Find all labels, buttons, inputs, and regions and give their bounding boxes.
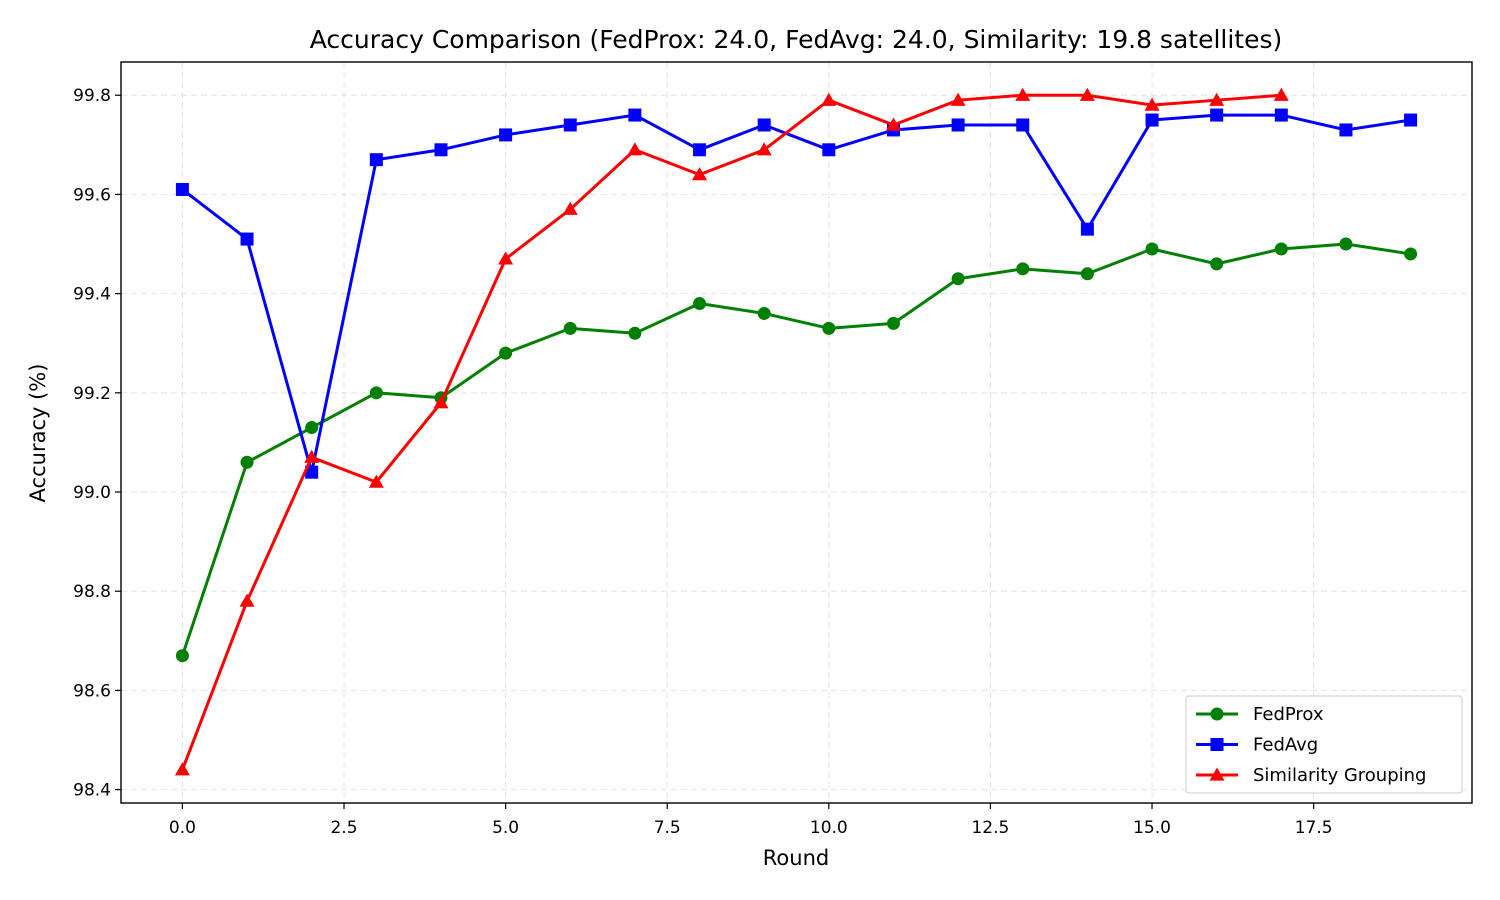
y-tick-label: 99.8 bbox=[73, 86, 111, 106]
data-point bbox=[950, 92, 966, 106]
data-point bbox=[1339, 237, 1353, 251]
data-point bbox=[499, 346, 513, 360]
data-point bbox=[240, 455, 254, 469]
data-point bbox=[239, 593, 255, 607]
axis-ticks: 0.0 2.5 5.0 7.5 10.0 12.5 15.0 17.5 98.4 98.6 98.8… bbox=[73, 86, 1332, 838]
data-point bbox=[1273, 87, 1289, 101]
y-tick-label: 99.4 bbox=[73, 285, 111, 305]
data-point bbox=[951, 118, 965, 132]
y-axis-label: Accuracy (%) bbox=[26, 364, 50, 503]
data-point bbox=[886, 316, 900, 330]
data-point bbox=[1145, 242, 1159, 256]
data-point bbox=[693, 143, 707, 157]
legend-marker bbox=[1209, 767, 1225, 781]
legend-marker bbox=[1210, 738, 1224, 751]
data-point bbox=[885, 117, 901, 131]
data-point bbox=[1404, 113, 1418, 127]
legend-label: Similarity Grouping bbox=[1253, 765, 1426, 786]
data-point bbox=[693, 297, 707, 311]
data-point bbox=[434, 143, 448, 157]
data-point bbox=[822, 143, 836, 157]
x-tick-label: 15.0 bbox=[1133, 818, 1171, 838]
legend-item: FedAvg bbox=[1196, 735, 1318, 756]
y-tick-label: 98.4 bbox=[73, 781, 111, 801]
data-point bbox=[951, 272, 965, 286]
data-point bbox=[433, 395, 449, 409]
data-point bbox=[562, 201, 578, 215]
y-tick-label: 98.8 bbox=[73, 582, 111, 602]
data-point bbox=[369, 153, 383, 167]
x-tick-label: 7.5 bbox=[654, 818, 681, 838]
legend-label: FedAvg bbox=[1253, 735, 1318, 756]
data-point bbox=[757, 118, 771, 132]
legend: FedProx FedAvg Similarity Grouping bbox=[1185, 695, 1463, 794]
legend-item: FedProx bbox=[1196, 704, 1324, 725]
x-tick-label: 10.0 bbox=[810, 818, 848, 838]
data-point bbox=[1016, 118, 1030, 132]
data-point bbox=[822, 321, 836, 335]
x-tick-label: 12.5 bbox=[971, 818, 1009, 838]
data-point bbox=[628, 326, 642, 340]
y-tick-label: 98.6 bbox=[73, 681, 111, 701]
legend-marker bbox=[1210, 707, 1224, 721]
data-point bbox=[305, 421, 319, 435]
data-point bbox=[175, 182, 189, 196]
data-point bbox=[1016, 262, 1030, 276]
data-point bbox=[369, 386, 383, 400]
data-point bbox=[1339, 123, 1353, 137]
data-point bbox=[563, 321, 577, 335]
x-tick-label: 5.0 bbox=[492, 818, 519, 838]
x-tick-label: 2.5 bbox=[330, 818, 357, 838]
data-point bbox=[1274, 108, 1288, 122]
legend-box bbox=[1185, 695, 1463, 794]
x-tick-label: 17.5 bbox=[1295, 818, 1333, 838]
chart-title: Accuracy Comparison (FedProx: 24.0, FedA… bbox=[310, 25, 1283, 54]
x-axis-label: Round bbox=[763, 846, 829, 870]
data-point bbox=[1145, 113, 1159, 127]
series-line bbox=[180, 242, 1411, 657]
y-tick-label: 99.2 bbox=[73, 384, 111, 404]
data-point bbox=[756, 142, 772, 156]
data-point bbox=[1080, 222, 1094, 236]
data-point bbox=[1209, 92, 1225, 106]
series-line bbox=[181, 93, 1282, 771]
data-point bbox=[498, 251, 514, 265]
y-tick-label: 99.0 bbox=[73, 483, 111, 503]
data-point bbox=[499, 128, 513, 142]
series-line bbox=[181, 113, 1411, 474]
data-point bbox=[757, 306, 771, 320]
plot-area bbox=[174, 87, 1418, 776]
data-point bbox=[1015, 87, 1031, 101]
data-point bbox=[175, 649, 189, 663]
data-point bbox=[692, 167, 708, 181]
series-similarity-grouping bbox=[174, 87, 1289, 776]
data-point bbox=[1274, 242, 1288, 256]
data-point bbox=[368, 474, 384, 488]
axes-frame bbox=[120, 61, 1473, 804]
data-point bbox=[628, 108, 642, 122]
data-point bbox=[1404, 247, 1418, 261]
series-fedavg bbox=[175, 108, 1418, 479]
x-tick-label: 0.0 bbox=[169, 818, 196, 838]
data-point bbox=[1210, 108, 1224, 122]
data-point bbox=[821, 92, 837, 106]
data-point bbox=[174, 762, 190, 776]
y-tick-label: 99.6 bbox=[73, 185, 111, 205]
data-point bbox=[627, 142, 643, 156]
data-point bbox=[1079, 87, 1095, 101]
data-point bbox=[304, 449, 320, 463]
data-point bbox=[1080, 267, 1094, 281]
legend-item: Similarity Grouping bbox=[1196, 765, 1426, 786]
data-point bbox=[305, 465, 319, 479]
data-point bbox=[563, 118, 577, 132]
data-point bbox=[1210, 257, 1224, 271]
data-point bbox=[1144, 97, 1160, 111]
legend-label: FedProx bbox=[1253, 704, 1324, 725]
grid bbox=[121, 62, 1472, 803]
series-fedprox bbox=[175, 237, 1418, 663]
data-point bbox=[240, 232, 254, 246]
